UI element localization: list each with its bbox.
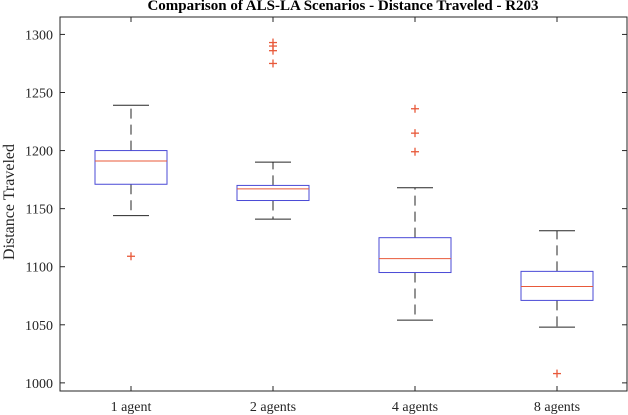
outlier-point: [553, 369, 561, 378]
outlier-point: [411, 147, 419, 156]
y-tick-label: 1000: [25, 377, 53, 392]
outlier-point: [411, 129, 419, 138]
x-tick-label: 4 agents: [392, 400, 438, 415]
y-tick-label: 1050: [25, 319, 53, 334]
x-tick-label: 2 agents: [250, 400, 296, 415]
chart-title: Comparison of ALS-LA Scenarios - Distanc…: [147, 0, 538, 14]
y-tick-label: 1250: [25, 86, 53, 101]
box-iqr: [520, 270, 594, 301]
outlier-point: [269, 38, 277, 47]
box-iqr: [236, 184, 310, 202]
y-tick-label: 1100: [26, 261, 53, 276]
axes-frame: [59, 16, 628, 392]
x-tick-label: 1 agent: [111, 400, 152, 415]
outlier-point: [127, 252, 135, 261]
x-tick-label: 8 agents: [534, 400, 580, 415]
y-tick-label: 1200: [25, 145, 53, 160]
plot-area: 1000 1050 1100 1150 1200 1250 1300 1 agent 2 age…: [25, 16, 628, 415]
y-tick-label: 1300: [25, 28, 53, 43]
y-axis-title: Distance Traveled: [1, 144, 18, 260]
box-iqr: [378, 237, 452, 274]
outlier-point: [269, 59, 277, 68]
outlier-point: [411, 104, 419, 113]
y-tick-label: 1150: [26, 203, 53, 218]
box-iqr: [94, 150, 168, 185]
